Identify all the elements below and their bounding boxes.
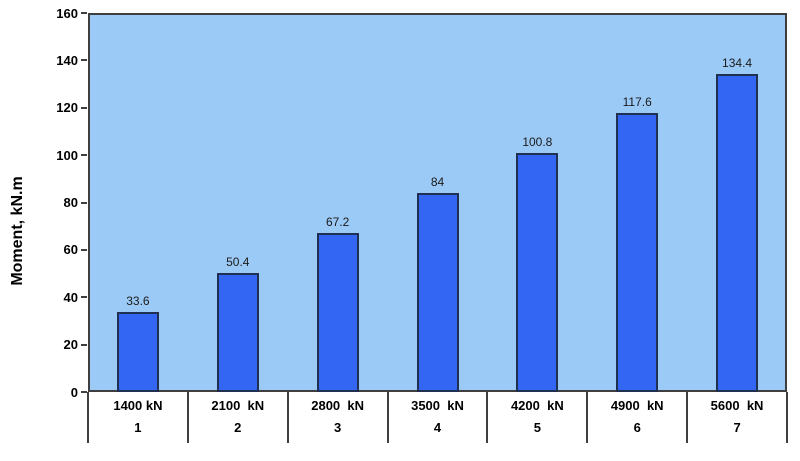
bar-value-label: 84	[430, 175, 445, 190]
bar	[116, 312, 159, 392]
x-category-cell: 2100 kN 2	[188, 392, 288, 443]
y-tick-label: 80	[63, 195, 78, 210]
y-tick-mark	[81, 248, 87, 251]
bar-value-label: 33.6	[126, 294, 150, 309]
x-category-cell: 4900 kN 6	[587, 392, 687, 443]
x-category-number: 1	[134, 420, 142, 435]
y-tick-mark	[81, 106, 87, 109]
y-tick-label: 0	[70, 384, 78, 400]
y-tick-mark	[81, 343, 87, 346]
y-tick-mark	[81, 59, 87, 62]
x-category-label: 2100 kN	[211, 398, 265, 413]
x-category-number: 4	[433, 420, 442, 435]
x-category-label: 2800 kN	[311, 398, 364, 413]
x-category-cell: 3500 kN 4	[388, 392, 488, 443]
y-tick-label: 140	[56, 52, 78, 68]
x-category-label: 4900 kN	[610, 398, 664, 413]
y-tick-mark	[81, 154, 87, 157]
x-category-number: 2	[234, 420, 242, 435]
y-tick-label: 20	[63, 337, 78, 353]
x-category-label: 3500 kN	[411, 398, 464, 413]
bar-value-label: 50.4	[226, 254, 250, 269]
bar-value-label: 117.6	[622, 95, 652, 110]
bar-value-label: 134.4	[722, 55, 753, 70]
x-category-label: 5600 kN	[710, 398, 764, 413]
y-tick-label: 160	[56, 5, 78, 21]
x-category-label: 4200 kN	[510, 398, 564, 413]
x-category-cell: 2800 kN 3	[288, 392, 388, 443]
bar-value-label: 67.2	[325, 214, 350, 229]
bar	[316, 232, 359, 392]
x-category-separator	[87, 392, 89, 443]
bar	[416, 193, 459, 392]
x-category-cell: 4200 kN 5	[487, 392, 587, 443]
x-category-cell: 5600 kN 7	[687, 392, 787, 443]
bar-value-label: 100.8	[522, 135, 553, 150]
y-tick-mark	[81, 12, 87, 14]
x-category-number: 3	[334, 420, 342, 435]
bar	[516, 153, 559, 392]
y-tick-label: 60	[63, 242, 78, 258]
y-tick-mark	[81, 201, 87, 204]
x-category-number: 6	[633, 420, 641, 435]
y-tick-label: 120	[56, 100, 78, 116]
x-category-label: 1400 kN	[113, 398, 163, 413]
y-tick-mark	[81, 391, 87, 393]
x-category-separator	[486, 392, 489, 443]
bar	[616, 113, 659, 392]
x-category-number: 5	[533, 420, 541, 435]
x-category-separator	[786, 392, 788, 443]
x-category-separator	[386, 392, 389, 443]
y-axis-title: Moment, kN.m	[9, 176, 26, 286]
y-tick-label: 100	[56, 147, 78, 163]
x-category-separator	[186, 392, 189, 443]
x-category-cell: 1400 kN 1	[88, 392, 188, 443]
bar	[716, 73, 759, 392]
bar	[216, 272, 259, 392]
x-category-separator	[586, 392, 589, 443]
y-tick-mark	[81, 296, 87, 299]
x-category-separator	[686, 392, 689, 443]
x-category-number: 7	[733, 420, 741, 435]
x-category-separator	[286, 392, 289, 443]
y-tick-label: 40	[63, 289, 78, 305]
